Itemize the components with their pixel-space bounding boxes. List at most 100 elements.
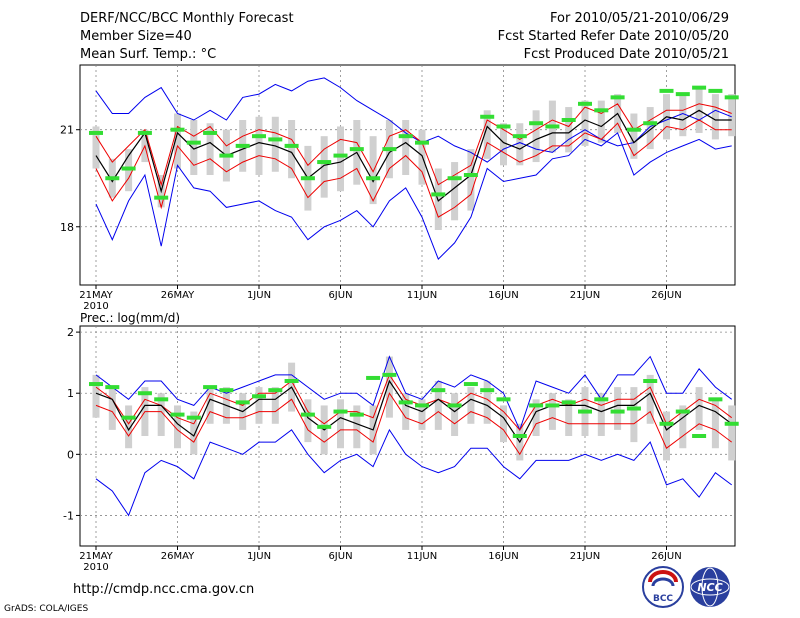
temp-member-box — [271, 116, 279, 172]
prec-member-box — [304, 399, 312, 443]
prec-member-box — [174, 405, 181, 449]
temp-median-marker — [382, 147, 397, 152]
temp-mean-line — [95, 109, 732, 202]
prec-x-tick-label: 21MAY — [79, 551, 113, 562]
prec-median-marker — [154, 397, 169, 402]
prec-member-box — [125, 405, 133, 449]
prec-member-box — [271, 387, 279, 424]
temp-member-box — [467, 149, 475, 211]
prec-member-box — [418, 399, 426, 430]
prec-median-marker — [235, 400, 250, 405]
ncc-logo: NCC — [690, 567, 730, 607]
temp-x-tick-label: 1JUN — [247, 290, 271, 301]
temp-lower-line — [95, 119, 732, 218]
temp-median-marker — [643, 121, 658, 126]
temp-member-box — [679, 94, 687, 137]
prec-x-tick-label: 11JUN — [407, 551, 437, 562]
temp-upper-line — [95, 103, 732, 187]
temp-median-marker — [349, 147, 364, 152]
temp-member-box — [288, 120, 296, 179]
prec-member-box — [451, 393, 459, 436]
prec-median-marker — [317, 424, 332, 429]
prec-member-box — [500, 405, 507, 443]
prec-member-box — [353, 405, 361, 449]
prec-lower-line — [95, 392, 732, 456]
temperature-chart: 21MAY 26MAY 1JUN 6JUN 11JUN 16JUN 21JUN 26JUN 20… — [60, 64, 739, 312]
prec-median-marker — [578, 409, 592, 414]
member-size-label: Member Size=40 — [80, 29, 192, 44]
temp-median-marker — [203, 130, 218, 135]
temp-median-marker — [610, 95, 625, 100]
prec-median-marker — [692, 434, 707, 438]
prec-median-marker — [203, 385, 218, 390]
temp-median-marker — [89, 130, 103, 135]
temp-member-box — [597, 100, 605, 143]
temp-member-box — [206, 123, 214, 175]
prec-min-line — [95, 428, 732, 517]
prec-max-line — [95, 355, 732, 432]
prec-member-box — [190, 411, 198, 455]
temp-median-marker — [170, 127, 185, 132]
prec-member-box — [728, 405, 736, 461]
temp-median-marker — [366, 176, 381, 181]
temp-member-box — [451, 162, 459, 221]
temp-y-tick-label: 21 — [60, 124, 74, 137]
prec-member-box — [337, 399, 344, 449]
temp-median-marker — [268, 137, 283, 142]
prec-member-box — [548, 393, 556, 430]
prec-median-marker — [724, 421, 739, 426]
temp-member-box — [174, 113, 181, 169]
temp-median-marker — [317, 160, 332, 165]
temp-x-tick-label: 26JUN — [651, 290, 681, 301]
prec-median-marker — [186, 415, 201, 420]
prec-member-box — [206, 387, 214, 424]
temp-median-marker — [496, 124, 511, 129]
temp-x-tick-label: 26MAY — [161, 290, 195, 301]
prec-median-marker — [398, 400, 413, 405]
temp-year-label: 2010 — [83, 301, 108, 312]
prec-member-box — [434, 381, 442, 430]
temp-median-marker — [235, 143, 250, 148]
prec-median-marker — [561, 400, 576, 405]
temp-y-tick-label: 18 — [60, 221, 74, 234]
temp-member-box — [369, 136, 377, 205]
temp-median-marker — [431, 192, 446, 197]
temp-median-marker — [692, 85, 707, 90]
prec-median-marker — [659, 421, 674, 426]
temp-member-box — [728, 94, 736, 137]
prec-median-marker — [333, 409, 348, 414]
ncc-logo-text: NCC — [697, 581, 722, 594]
prec-median-marker — [626, 406, 641, 411]
prec-x-tick-label: 16JUN — [488, 551, 518, 562]
source-url[interactable]: http://cmdp.ncc.cma.gov.cn — [73, 582, 255, 597]
prec-y-tick-label: 2 — [67, 326, 74, 339]
temp-x-tick-label: 21MAY — [79, 290, 113, 301]
prec-median-marker — [496, 397, 511, 402]
prec-member-box — [597, 393, 605, 436]
prec-member-box — [92, 374, 100, 418]
prec-median-marker — [121, 415, 136, 420]
prec-member-box — [630, 387, 638, 443]
temp-median-marker — [480, 114, 495, 119]
temp-x-tick-label: 11JUN — [407, 290, 437, 301]
prec-median-marker — [610, 409, 625, 414]
temp-median-marker — [594, 108, 609, 113]
temp-x-tick-label: 6JUN — [328, 290, 352, 301]
prec-median-marker — [529, 403, 544, 408]
temp-member-box — [255, 116, 263, 175]
temp-member-box — [646, 107, 654, 150]
prec-median-marker — [284, 379, 299, 383]
prec-member-box — [467, 387, 475, 424]
prec-y-tick-label: -1 — [63, 509, 74, 522]
prec-median-marker — [512, 434, 527, 438]
temp-max-line — [95, 77, 732, 163]
temp-member-box — [190, 120, 198, 175]
temp-member-box — [92, 126, 100, 169]
prec-x-tick-label: 26JUN — [651, 551, 681, 562]
prec-median-marker — [643, 379, 658, 383]
temp-median-marker — [463, 173, 478, 177]
prec-median-marker — [480, 388, 495, 393]
prec-median-marker — [545, 403, 560, 408]
prec-median-marker — [252, 394, 266, 399]
